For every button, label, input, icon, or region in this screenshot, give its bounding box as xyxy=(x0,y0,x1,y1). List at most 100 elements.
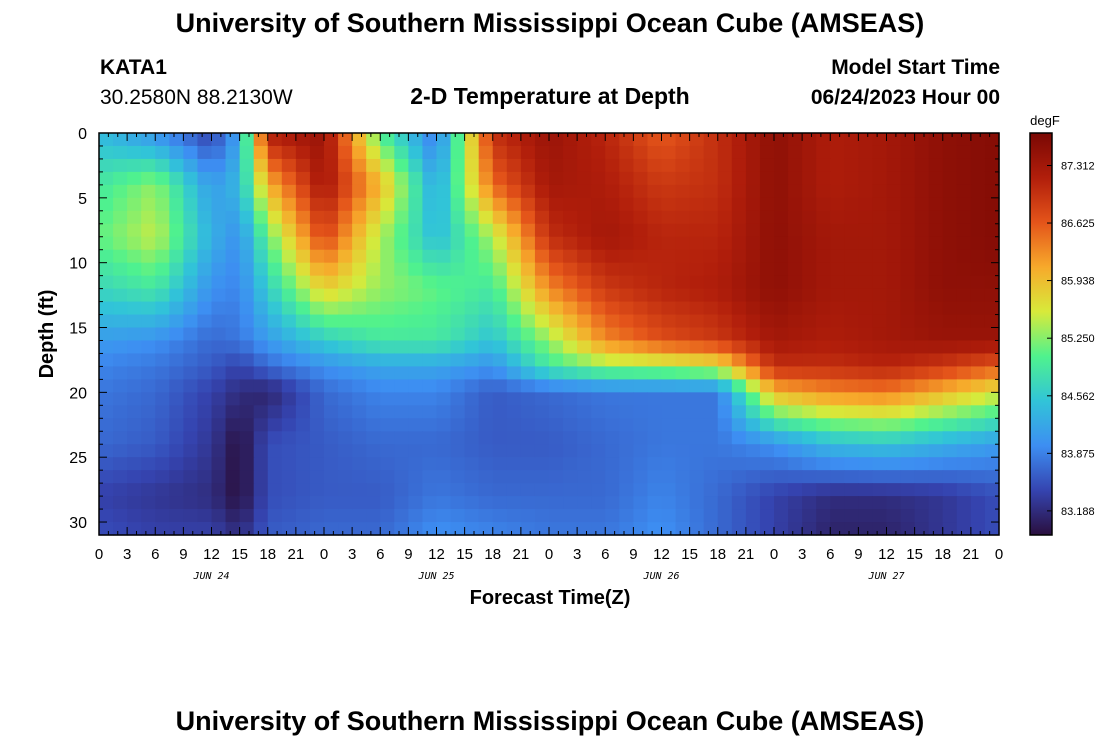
colorbar-tick-label: 86.625 xyxy=(1061,218,1095,230)
heatmap-cell xyxy=(253,301,269,316)
x-tick-label: 18 xyxy=(484,546,501,563)
heatmap-cell xyxy=(647,158,663,173)
heatmap-cell xyxy=(366,145,381,160)
heatmap-cell xyxy=(394,444,409,458)
x-tick-label: 12 xyxy=(878,546,895,563)
heatmap-cell xyxy=(661,496,677,510)
heatmap-cell xyxy=(942,418,958,432)
heatmap-cell xyxy=(633,340,649,355)
heatmap-cell xyxy=(858,483,874,497)
heatmap-cell xyxy=(956,236,972,251)
heatmap-cell xyxy=(689,210,705,225)
heatmap-cell xyxy=(253,133,269,147)
heatmap-cell xyxy=(984,288,1000,303)
heatmap-cell xyxy=(830,197,845,212)
heatmap-cell xyxy=(211,431,227,445)
heatmap-cell xyxy=(506,457,522,471)
heatmap-cell xyxy=(183,496,199,510)
heatmap-cell xyxy=(155,457,170,471)
heatmap-cell xyxy=(352,431,367,445)
heatmap-cell xyxy=(605,314,620,329)
heatmap-cell xyxy=(211,262,227,277)
heatmap-cell xyxy=(506,366,522,380)
heatmap-cell xyxy=(633,288,649,303)
heatmap-cell xyxy=(816,288,831,303)
heatmap-cell xyxy=(956,496,972,510)
heatmap-cell xyxy=(281,210,297,225)
heatmap-cell xyxy=(253,288,269,303)
heatmap-cell xyxy=(914,288,930,303)
heatmap-cell xyxy=(197,405,213,419)
heatmap-cell xyxy=(506,314,522,329)
heatmap-cell xyxy=(591,236,606,251)
heatmap-cell xyxy=(886,158,902,173)
heatmap-cell xyxy=(225,327,241,342)
heatmap-cell xyxy=(788,145,803,160)
heatmap-cell xyxy=(380,457,395,471)
heatmap-cell xyxy=(394,340,409,355)
heatmap-cell xyxy=(352,223,367,238)
heatmap-cell xyxy=(661,470,677,484)
heatmap-cell xyxy=(309,249,325,264)
heatmap-cell xyxy=(408,457,424,471)
heatmap-cell xyxy=(239,275,255,290)
heatmap-cell xyxy=(99,405,114,419)
heatmap-cell xyxy=(774,223,789,238)
heatmap-cell xyxy=(436,133,452,147)
heatmap-cell xyxy=(844,392,859,406)
heatmap-cell xyxy=(942,236,958,251)
heatmap-cell xyxy=(338,340,353,355)
heatmap-cell xyxy=(759,171,775,186)
x-tick-label: 15 xyxy=(681,546,698,563)
heatmap-cell xyxy=(970,145,986,160)
heatmap-cell xyxy=(267,457,283,471)
heatmap-cell xyxy=(563,418,578,432)
heatmap-cell xyxy=(324,171,339,186)
heatmap-cell xyxy=(549,418,564,432)
heatmap-cell xyxy=(619,470,634,484)
heatmap-cell xyxy=(984,236,1000,251)
heatmap-cell xyxy=(844,145,859,160)
heatmap-cell xyxy=(309,353,325,368)
heatmap-cell xyxy=(492,249,508,264)
heatmap-cell xyxy=(309,444,325,458)
heatmap-cell xyxy=(183,522,199,536)
heatmap-cell xyxy=(591,210,606,225)
heatmap-cell xyxy=(745,457,761,471)
heatmap-cell xyxy=(942,197,958,212)
heatmap-cell xyxy=(324,431,339,445)
heatmap-cell xyxy=(858,145,874,160)
heatmap-cell xyxy=(816,327,831,342)
heatmap-cell xyxy=(759,366,775,380)
heatmap-cell xyxy=(155,327,170,342)
heatmap-cell xyxy=(380,509,395,523)
heatmap-cell xyxy=(956,210,972,225)
heatmap-cell xyxy=(211,288,227,303)
heatmap-cell xyxy=(309,522,325,536)
heatmap-cell xyxy=(577,418,592,432)
heatmap-cell xyxy=(534,301,550,316)
heatmap-cell xyxy=(802,288,817,303)
heatmap-cell xyxy=(225,340,241,355)
heatmap-cell xyxy=(309,366,325,380)
heatmap-cell xyxy=(759,340,775,355)
heatmap-cell xyxy=(759,145,775,160)
heatmap-cell xyxy=(155,275,170,290)
heatmap-cell xyxy=(858,522,874,536)
heatmap-cell xyxy=(774,444,789,458)
heatmap-cell xyxy=(352,457,367,471)
heatmap-cell xyxy=(422,223,438,238)
heatmap-cell xyxy=(464,418,480,432)
heatmap-cell xyxy=(577,431,592,445)
heatmap-cell xyxy=(900,470,916,484)
heatmap-cell xyxy=(816,236,831,251)
heatmap-cell xyxy=(520,366,536,380)
heatmap-cell xyxy=(408,379,424,393)
heatmap-cell xyxy=(816,262,831,277)
heatmap-cell xyxy=(197,236,213,251)
heatmap-cell xyxy=(689,249,705,264)
heatmap-cell xyxy=(352,379,367,393)
heatmap-cell xyxy=(197,392,213,406)
heatmap-cell xyxy=(225,314,241,329)
x-axis: 0 3 6 9 12 15 18 21 0 3 6 9 12 15 18 21 0 3 6 9 12 15 18 21 0 3 6 9… xyxy=(95,133,1003,582)
